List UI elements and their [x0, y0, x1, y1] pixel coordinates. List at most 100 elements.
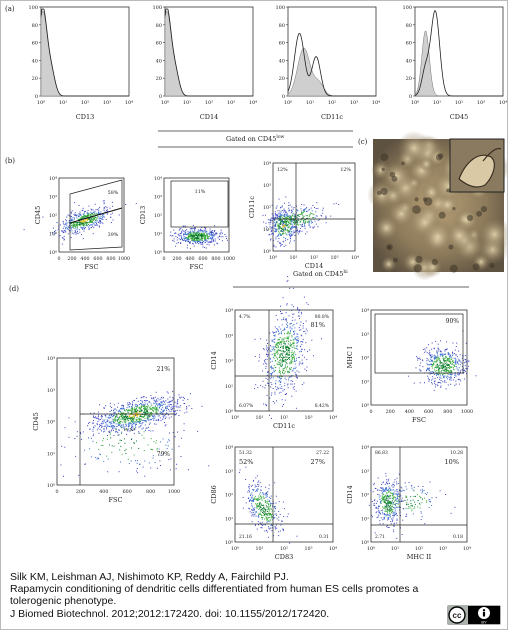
event-dot — [72, 219, 74, 221]
event-dot — [317, 219, 319, 221]
event-dot — [268, 222, 270, 224]
event-dot — [434, 386, 436, 388]
event-dot — [213, 233, 215, 235]
y-tick-label: 20 — [406, 76, 412, 82]
event-dot — [92, 209, 94, 211]
event-dot — [197, 430, 199, 432]
event-dot — [147, 444, 149, 446]
event-dot — [77, 231, 78, 233]
event-dot — [437, 355, 439, 357]
event-dot — [299, 214, 301, 215]
event-dot — [385, 475, 387, 477]
event-dot — [432, 363, 433, 365]
event-dot — [279, 371, 281, 373]
event-dot — [98, 216, 100, 218]
event-dot — [294, 231, 296, 233]
event-dot — [276, 518, 278, 520]
micrograph-inset-cell — [458, 154, 495, 188]
event-dot — [144, 409, 146, 411]
event-dot — [133, 399, 135, 401]
event-dot — [280, 234, 281, 236]
event-dot — [75, 225, 77, 227]
event-dot — [179, 233, 181, 235]
event-dot — [196, 239, 198, 240]
event-dot — [169, 234, 171, 236]
event-dot — [429, 364, 431, 366]
event-dot — [262, 214, 264, 216]
event-dot — [155, 409, 157, 411]
event-dot — [276, 328, 278, 330]
event-dot — [385, 498, 387, 500]
event-dot — [284, 345, 286, 347]
event-dot — [280, 221, 282, 223]
event-dot — [447, 358, 449, 360]
event-dot — [276, 215, 278, 217]
event-dot — [206, 243, 208, 245]
event-dot — [275, 513, 277, 515]
event-dot — [194, 237, 196, 239]
event-dot — [277, 361, 279, 363]
event-dot — [298, 327, 300, 329]
event-dot — [126, 409, 127, 410]
event-dot — [289, 217, 291, 219]
event-dot — [305, 208, 307, 210]
event-dot — [175, 232, 177, 234]
event-dot — [111, 426, 113, 428]
event-dot — [443, 361, 445, 363]
event-dot — [134, 425, 136, 427]
event-dot — [299, 329, 301, 331]
y-tick-label: 80 — [406, 23, 412, 29]
event-dot — [111, 429, 113, 431]
event-dot — [259, 507, 261, 509]
event-dot — [260, 495, 262, 497]
event-dot — [278, 367, 280, 369]
event-dot — [302, 327, 304, 329]
event-dot — [287, 229, 289, 231]
event-dot — [83, 215, 84, 217]
event-dot — [280, 376, 282, 378]
y-tick-label: 10⁰ — [225, 540, 233, 546]
event-dot — [272, 222, 274, 224]
event-dot — [289, 229, 291, 231]
event-dot — [293, 358, 295, 360]
y-tick-label: 10² — [154, 213, 162, 219]
event-dot — [130, 410, 132, 412]
event-dot — [252, 508, 254, 510]
event-dot — [288, 234, 290, 236]
event-dot — [370, 489, 372, 491]
y-axis-label: CD86 — [210, 485, 218, 503]
event-dot — [106, 213, 108, 215]
event-dot — [65, 222, 67, 224]
event-dot — [279, 214, 281, 215]
event-dot — [99, 220, 101, 222]
event-dot — [136, 470, 138, 472]
event-dot — [265, 214, 266, 216]
event-dot — [383, 513, 385, 514]
event-dot — [284, 329, 286, 331]
event-dot — [180, 234, 182, 236]
event-dot — [135, 424, 137, 425]
quadrant-ur-value: 12% — [340, 167, 351, 173]
event-dot — [129, 403, 131, 405]
event-dot — [172, 431, 174, 433]
event-dot — [291, 231, 293, 233]
event-dot — [102, 219, 104, 220]
event-dot — [191, 228, 193, 230]
event-dot — [430, 357, 432, 359]
quadrant-ur-small: 27.22 — [316, 450, 329, 456]
event-dot — [269, 514, 271, 516]
quadrant-ur-value: 81% — [311, 321, 325, 329]
event-dot — [135, 405, 137, 407]
event-dot — [97, 416, 99, 418]
event-dot — [266, 405, 267, 407]
event-dot — [258, 505, 260, 507]
event-dot — [131, 403, 133, 405]
event-dot — [278, 349, 280, 351]
event-dot — [380, 510, 382, 511]
event-dot — [274, 227, 276, 229]
x-tick-label: 800 — [106, 256, 115, 262]
plot-frame — [370, 309, 468, 406]
event-dot — [208, 244, 210, 246]
event-dot — [294, 214, 296, 216]
event-dot — [459, 364, 461, 366]
